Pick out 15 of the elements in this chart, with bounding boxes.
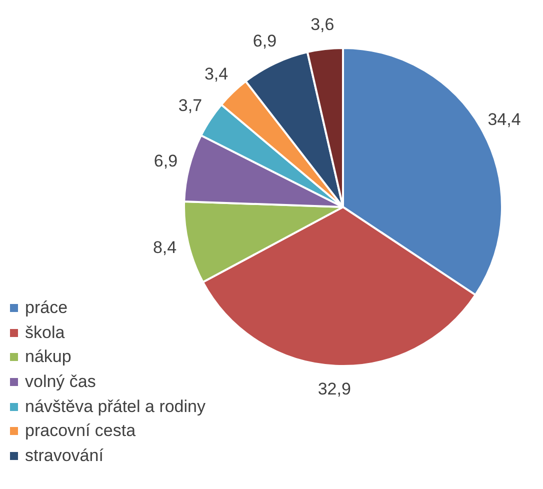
data-label: 6,9 [154,151,178,170]
legend-label: stravování [25,446,104,466]
legend-label: nákup [25,347,72,368]
data-label: 34,4 [488,110,521,130]
data-label: 8,4 [152,238,177,258]
legend-label: práce [25,298,68,318]
data-label: 32,9 [318,379,351,398]
data-label: 3,4 [204,64,228,84]
legend-label: pracovní cesta [25,421,136,442]
data-label: 3,7 [178,96,202,115]
data-label: 3,6 [310,14,334,34]
legend-label: návštěva přátel a rodiny [25,396,206,417]
legend-label: škola [25,322,65,343]
data-label: 6,9 [252,31,277,50]
legend-label: volný čas [25,372,96,392]
